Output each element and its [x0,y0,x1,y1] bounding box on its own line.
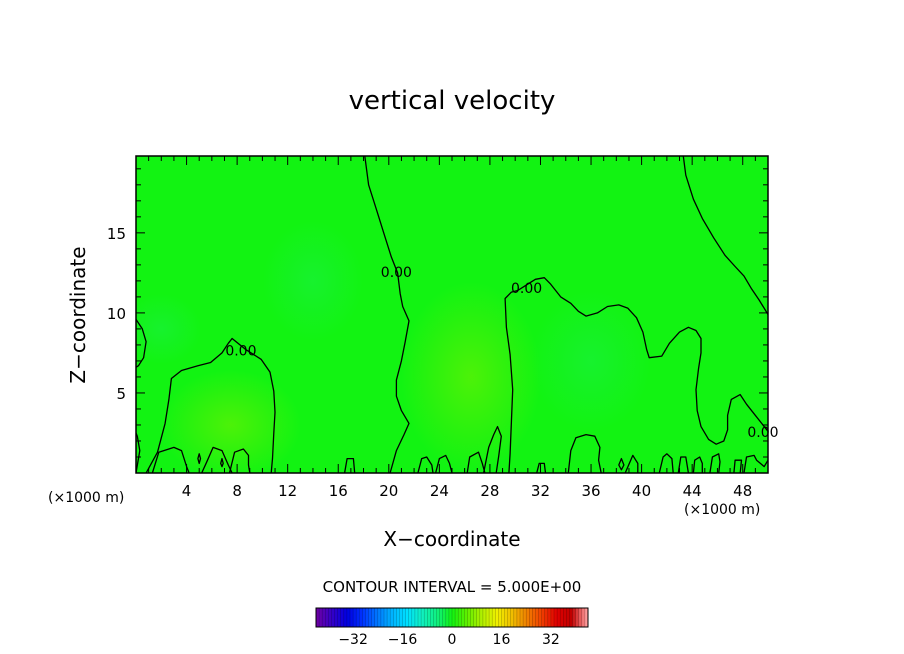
x-unit-label-right: (×1000 m) [684,502,761,518]
x-tick-label: 16 [329,482,348,500]
contour-line [466,451,486,473]
y-tick-label: 10 [107,305,126,323]
x-tick-label: 44 [683,482,702,500]
x-unit-label-left: (×1000 m) [48,490,125,506]
x-tick-label: 12 [278,482,297,500]
field-shade-blob [136,293,202,364]
contour-line [692,456,703,473]
contour-label: 0.00 [381,265,412,281]
x-tick-label: 8 [232,482,242,500]
field-shading [136,220,652,473]
contour-line [743,454,768,473]
contour-label: 0.00 [747,425,778,441]
x-tick-label: 4 [182,482,192,500]
contour-line [567,433,602,473]
x-tick-label: 20 [379,482,398,500]
y-tick-label: 5 [116,385,126,403]
x-axis-label: X−coordinate [383,527,521,551]
contour-line [417,456,434,473]
x-tick-label: 36 [581,482,600,500]
contour-lines [136,156,768,473]
field-shade-blob [160,369,301,473]
contour-line [343,457,356,473]
contour-line [482,425,502,473]
contour-line [709,453,721,473]
contour-line-closed [618,457,625,471]
contour-line [136,318,147,368]
x-tick-label: 28 [480,482,499,500]
contour-line [434,454,453,473]
contour-line [364,156,410,473]
contour-interval-label: CONTOUR INTERVAL = 5.000E+00 [322,578,582,596]
contour-line-closed [197,453,202,465]
x-tick-label: 24 [430,482,449,500]
contour-line-closed [220,457,224,468]
contour-label: 0.00 [225,343,256,359]
contour-line [733,459,743,473]
contour-line [228,448,251,473]
field-shade-blob [531,290,652,431]
y-tick-label: 15 [107,225,126,243]
x-tick-label: 32 [531,482,550,500]
contour-label: 0.00 [511,281,542,297]
field-shade-blob [400,281,541,472]
x-tick-label: 48 [733,482,752,500]
contour-line [145,337,276,473]
contour-line [536,462,547,473]
x-tick-label: 40 [632,482,651,500]
field-shade-blob [262,220,363,341]
contour-line [624,454,639,473]
contour-line [658,453,674,473]
contour-line [677,456,690,473]
contour-line [504,277,768,473]
chart-title: vertical velocity [348,86,556,116]
contour-line [682,156,768,315]
contour-line [201,446,233,473]
